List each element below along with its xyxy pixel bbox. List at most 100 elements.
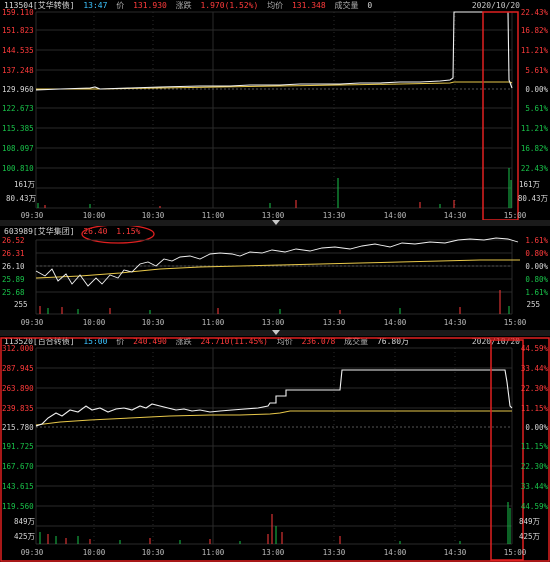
avg-label: 均价: [276, 337, 293, 346]
time-tick: 13:30: [322, 548, 346, 557]
time-tick: 10:00: [82, 211, 106, 220]
left-axis-label: 25.89: [2, 275, 25, 284]
time-tick: 10:30: [141, 548, 165, 557]
right-axis-label: 33.44%: [520, 364, 548, 373]
grid-lines: [35, 11, 513, 209]
left-axis-label: 191.725: [2, 442, 34, 451]
collapse-arrow-icon[interactable]: [272, 330, 280, 335]
volume-bars: [39, 290, 510, 314]
left-axis-label: 115.385: [2, 124, 34, 133]
chart-panel-603989[interactable]: 603989[艾华集团] 26.40 1.15%: [0, 226, 550, 330]
left-axis-label: 26.52: [2, 236, 25, 245]
right-axis-label: 11.15%: [520, 404, 548, 413]
highlight-box-1: [482, 11, 519, 220]
avg-line: [35, 259, 520, 279]
security-code-name: 113520[百合转债]: [4, 337, 75, 346]
right-axis-label: 1.61%: [525, 236, 548, 245]
time-tick: 11:00: [201, 211, 225, 220]
change-label: 涨跌: [175, 337, 192, 346]
volume-label: 成交量: [344, 337, 369, 346]
volume-label: 成交量: [334, 1, 359, 10]
time-tick: 14:30: [443, 211, 467, 220]
left-axis-label: 26.10: [2, 262, 25, 271]
time-tick: 10:00: [82, 318, 106, 327]
volume-axis-label: 849万: [518, 517, 540, 526]
time-tick: 13:00: [261, 548, 285, 557]
left-axis-label: 129.960: [2, 85, 34, 94]
change-value: 1.970(1.52%): [200, 1, 259, 10]
right-axis-label: 0.00%: [525, 423, 548, 432]
quote-time: 15:00: [83, 337, 108, 346]
highlight-ellipse: [81, 226, 155, 244]
time-tick: 14:30: [443, 548, 467, 557]
right-axis-label: 33.44%: [520, 482, 548, 491]
quote-header: 603989[艾华集团] 26.40 1.15%: [0, 226, 550, 238]
time-tick: 09:30: [20, 548, 44, 557]
right-axis-label: 16.82%: [520, 144, 548, 153]
price-value: 26.40: [83, 227, 108, 236]
price-chart-3: [0, 337, 550, 562]
right-axis-label: 0.00%: [525, 262, 548, 271]
left-axis-label: 144.535: [2, 46, 34, 55]
avg-line: [35, 410, 512, 426]
grid-lines: [35, 239, 513, 315]
left-axis-label: 122.673: [2, 104, 34, 113]
chart-panel-113520[interactable]: 113520[百合转债] 15:00 价 240.490 涨跌 24.710(1…: [0, 336, 550, 562]
right-axis-label: 22.43%: [520, 164, 548, 173]
change-label: 涨跌: [175, 1, 192, 10]
volume-axis-label: 849万: [14, 517, 36, 526]
time-tick: 09:30: [20, 211, 44, 220]
volume-value: 0: [367, 1, 373, 10]
time-tick: 15:00: [503, 548, 527, 557]
avg-value: 131.348: [291, 1, 326, 10]
right-axis-label: 5.61%: [525, 66, 548, 75]
right-axis-label: 11.21%: [520, 124, 548, 133]
volume-value: 76.80万: [376, 337, 410, 346]
volume-axis-label: 255: [14, 300, 28, 309]
left-axis-label: 25.68: [2, 288, 25, 297]
chart-panel-113504[interactable]: 113504[艾华转债] 13:47 价 131.930 涨跌 1.970(1.…: [0, 0, 550, 220]
left-axis-label: 215.780: [2, 423, 34, 432]
price-value: 240.490: [133, 337, 167, 346]
price-line: [35, 369, 513, 427]
right-axis-label: 11.21%: [520, 46, 548, 55]
right-axis-label: 0.00%: [525, 85, 548, 94]
price-label: 价: [116, 1, 125, 10]
chart-date: 2020/10/20: [471, 337, 520, 346]
grid-lines: [35, 347, 513, 545]
highlight-box-panel: [0, 337, 550, 562]
price-chart-1: [35, 11, 519, 220]
quote-header: 113520[百合转债] 15:00 价 240.490 涨跌 24.710(1…: [0, 336, 550, 348]
security-code-name: 113504[艾华转债]: [4, 1, 75, 10]
right-axis-label: 0.80%: [525, 275, 548, 284]
left-axis-label: 287.945: [2, 364, 34, 373]
quote-time: 13:47: [83, 1, 108, 10]
right-axis-label: 5.61%: [525, 104, 548, 113]
right-axis-label: 44.59%: [520, 502, 548, 511]
right-axis-label: 11.15%: [520, 442, 548, 451]
time-tick: 09:30: [20, 318, 44, 327]
security-code-name: 603989[艾华集团]: [4, 227, 75, 236]
right-axis-label: 44.59%: [520, 344, 548, 353]
volume-axis-label: 161万: [14, 180, 36, 189]
right-axis-label: 16.82%: [520, 26, 548, 35]
left-axis-label: 108.097: [2, 144, 34, 153]
time-tick: 15:00: [503, 318, 527, 327]
time-tick: 15:00: [503, 211, 527, 220]
chart-date: 2020/10/20: [471, 1, 520, 10]
change-value: 24.710(11.45%): [200, 337, 268, 346]
volume-bars: [39, 502, 511, 544]
right-axis-label: 22.30%: [520, 384, 548, 393]
left-axis-label: 239.835: [2, 404, 34, 413]
time-tick: 13:30: [322, 211, 346, 220]
time-tick: 14:00: [383, 548, 407, 557]
volume-axis-label: 425万: [14, 532, 36, 541]
time-tick: 14:00: [383, 318, 407, 327]
time-tick: 10:30: [141, 318, 165, 327]
collapse-arrow-icon[interactable]: [272, 220, 280, 225]
avg-value: 236.078: [301, 337, 336, 346]
price-value: 131.930: [133, 1, 167, 10]
right-axis-label: 22.30%: [520, 462, 548, 471]
left-axis-label: 159.110: [2, 8, 34, 17]
volume-axis-label: 161万: [518, 180, 540, 189]
